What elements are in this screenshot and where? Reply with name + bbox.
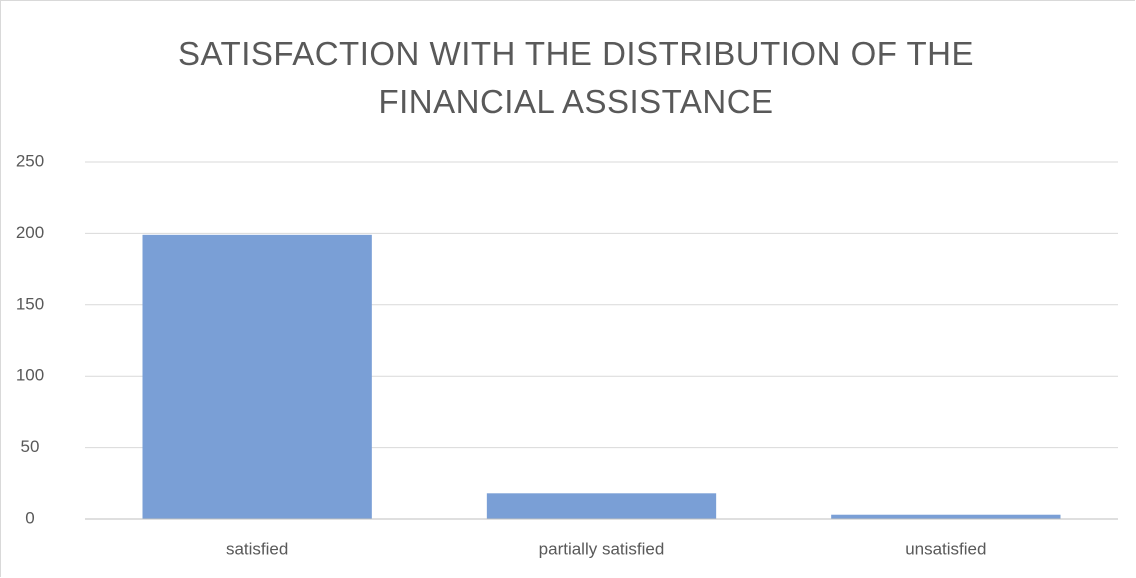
y-tick-label: 250 xyxy=(16,151,44,170)
x-tick-label: partially satisfied xyxy=(539,539,665,558)
bar xyxy=(142,234,372,519)
bar xyxy=(486,493,717,519)
y-tick-label: 200 xyxy=(16,223,44,242)
y-tick-label: 150 xyxy=(16,294,44,313)
chart-title: SATISFACTION WITH THE DISTRIBUTION OF TH… xyxy=(177,35,975,120)
x-tick-label: satisfied xyxy=(226,539,288,558)
y-tick-label: 100 xyxy=(16,366,44,385)
y-tick-label: 50 xyxy=(21,437,40,456)
bar xyxy=(831,514,1061,519)
x-tick-label: unsatisfied xyxy=(905,539,986,558)
y-tick-label: 0 xyxy=(25,508,34,527)
